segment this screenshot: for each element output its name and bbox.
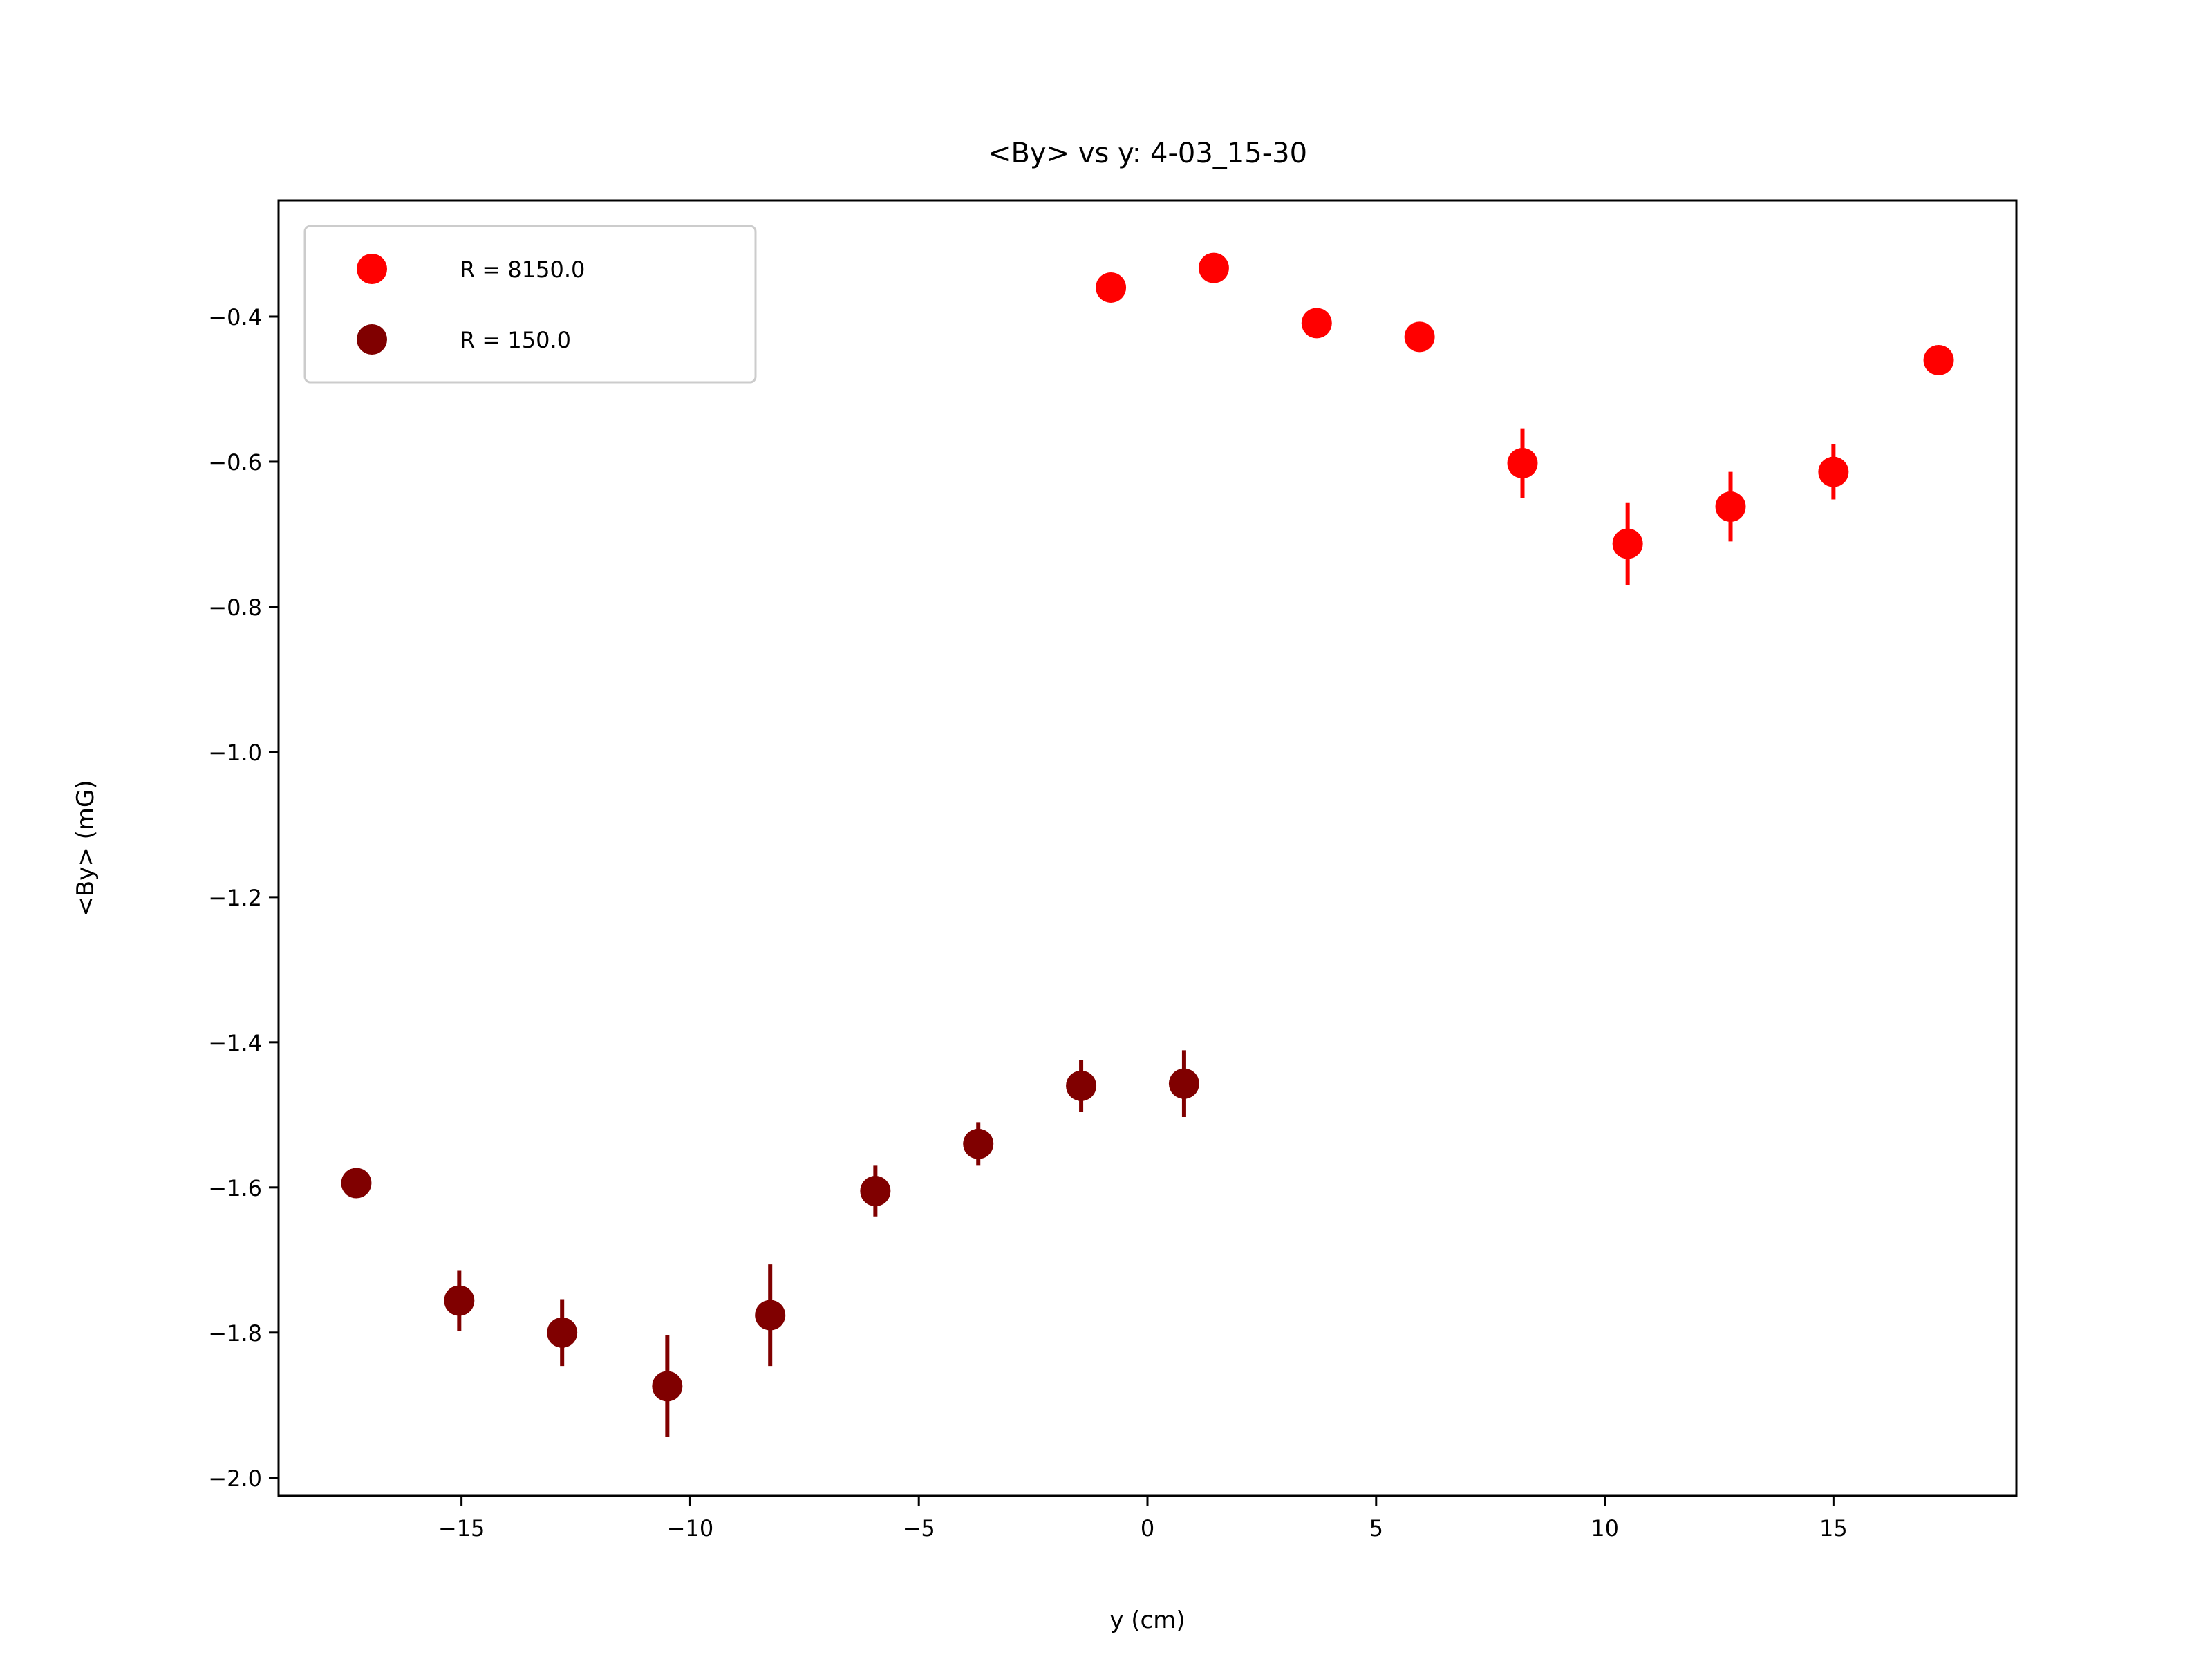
y-tick-label: −1.8 <box>208 1320 262 1347</box>
x-tick-label: −5 <box>903 1515 935 1541</box>
x-axis-label: y (cm) <box>1109 1606 1185 1634</box>
chart-title: <By> vs y: 4-03_15-30 <box>988 138 1307 169</box>
data-point-series-1 <box>963 1128 994 1159</box>
legend: R = 8150.0 R = 150.0 <box>303 225 757 384</box>
y-axis-label: <By> (mG) <box>72 780 100 916</box>
legend-label-r8150: R = 8150.0 <box>460 256 585 283</box>
data-point-series-0 <box>1818 456 1849 487</box>
y-tick-label: −2.0 <box>208 1465 262 1492</box>
data-point-series-0 <box>1715 491 1746 523</box>
x-tick-label: 5 <box>1369 1515 1383 1541</box>
data-point-series-1 <box>755 1300 786 1331</box>
y-tick-label: −1.2 <box>208 885 262 911</box>
data-point-series-0 <box>1198 252 1229 283</box>
plot-area-frame <box>277 199 2018 1497</box>
y-tick-label: −1.0 <box>208 740 262 766</box>
data-point-series-1 <box>1066 1070 1097 1101</box>
x-tick-label: 0 <box>1141 1515 1154 1541</box>
data-point-series-0 <box>1507 448 1538 479</box>
legend-marker-r8150 <box>357 254 387 284</box>
data-point-series-0 <box>1612 528 1643 559</box>
x-axis-ticks: −15 −10 −5 0 5 10 15 <box>438 1496 1848 1541</box>
x-tick-label: 10 <box>1591 1515 1619 1541</box>
data-point-series-1 <box>1168 1068 1199 1099</box>
data-point-series-1 <box>652 1371 683 1402</box>
y-tick-label: −0.4 <box>208 304 262 330</box>
y-tick-label: −1.6 <box>208 1175 262 1201</box>
x-tick-label: 15 <box>1819 1515 1848 1541</box>
y-tick-label: −0.6 <box>208 449 262 476</box>
data-point-series-1 <box>341 1168 372 1199</box>
y-tick-label: −1.4 <box>208 1030 262 1056</box>
plot-marks <box>341 252 1954 1437</box>
x-tick-label: −15 <box>438 1515 485 1541</box>
legend-label-r150: R = 150.0 <box>460 327 571 353</box>
data-point-series-0 <box>1301 308 1332 339</box>
legend-box <box>303 225 757 384</box>
x-tick-label: −10 <box>667 1515 714 1541</box>
legend-marker-r150 <box>357 324 387 355</box>
y-tick-label: −0.8 <box>208 594 262 621</box>
data-point-series-1 <box>860 1176 891 1207</box>
data-point-series-0 <box>1404 321 1435 353</box>
data-point-series-0 <box>1923 344 1954 375</box>
data-point-series-1 <box>444 1285 475 1316</box>
data-point-series-0 <box>1096 272 1127 303</box>
data-point-series-1 <box>547 1317 578 1348</box>
y-axis-ticks: −2.0 −1.8 −1.6 −1.4 −1.2 −1.0 −0.8 −0.6 −0.4 <box>208 304 279 1492</box>
